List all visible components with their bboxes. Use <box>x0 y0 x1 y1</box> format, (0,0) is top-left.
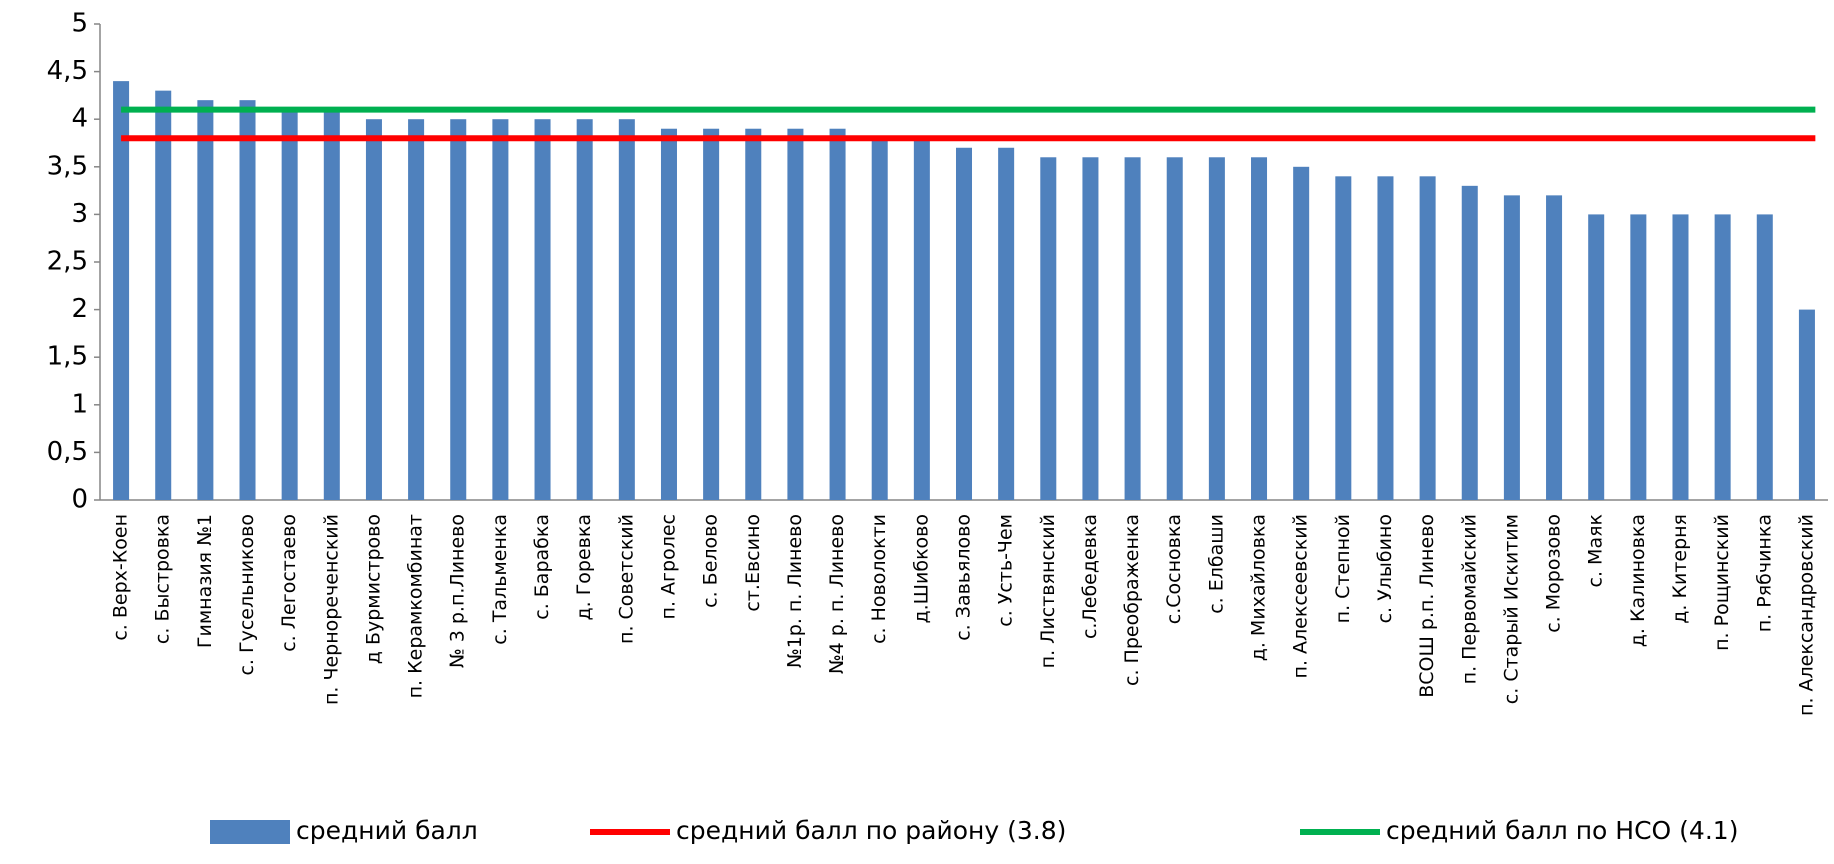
bar <box>1630 214 1647 500</box>
bar <box>829 128 846 500</box>
x-tick-label: № 3 р.п.Линево <box>447 514 469 668</box>
x-tick-label: д Бурмистрово <box>362 514 384 664</box>
x-tick-label: п. Чернореченский <box>320 514 342 705</box>
bar <box>323 109 340 501</box>
y-tick-label: 4 <box>71 104 88 134</box>
bar <box>1251 157 1268 500</box>
x-tick-label: д. Китерня <box>1669 514 1691 624</box>
bar <box>1208 157 1225 500</box>
x-tick-label: с. Белово <box>700 514 722 608</box>
y-tick-label: 2,5 <box>47 247 88 277</box>
y-tick-label: 0,5 <box>47 437 88 467</box>
bar <box>660 128 677 500</box>
y-tick-label: 1,5 <box>47 342 88 372</box>
bar <box>450 119 467 500</box>
bar <box>787 128 804 500</box>
bar <box>1419 176 1436 500</box>
bar <box>1798 309 1815 500</box>
bar <box>1124 157 1141 500</box>
x-tick-label: д.Шибково <box>910 514 932 623</box>
x-tick-label: с. Легостаево <box>278 514 300 652</box>
bar <box>955 147 973 500</box>
bar <box>1166 157 1183 500</box>
bar <box>113 81 130 501</box>
bar <box>408 119 425 500</box>
x-tick-label: д. Михайловка <box>1248 514 1270 661</box>
x-tick-label: с. Маяк <box>1585 514 1607 587</box>
bar <box>1082 157 1099 500</box>
bar <box>871 138 888 501</box>
x-tick-label: с. Верх-Коен <box>110 514 132 641</box>
x-tick-label: п. Агролес <box>657 514 679 619</box>
y-tick-label: 5 <box>71 9 88 39</box>
x-tick-label: с. Барабка <box>531 514 553 620</box>
bar <box>913 138 930 501</box>
x-tick-label: №1р. п. Линево <box>784 514 806 668</box>
bar <box>239 100 256 500</box>
x-tick-label: д. Горевка <box>573 514 595 621</box>
bar <box>1714 214 1731 500</box>
x-tick-label: с. Гусельниково <box>236 514 258 676</box>
y-tick-label: 0 <box>71 485 88 515</box>
bar <box>745 128 762 500</box>
bar <box>1040 157 1057 500</box>
bar <box>998 147 1015 500</box>
bar <box>576 119 593 500</box>
x-tick-label: п. Советский <box>615 514 637 644</box>
x-tick-label: п. Первомайский <box>1458 514 1480 684</box>
x-tick-label: с.Сосновка <box>1163 514 1185 624</box>
bar <box>1672 214 1689 500</box>
legend-label: средний балл <box>296 816 478 845</box>
bar <box>1546 195 1563 501</box>
bar <box>1461 185 1478 500</box>
x-tick-label: с. Морозово <box>1543 514 1565 633</box>
bar <box>1588 214 1605 500</box>
x-tick-label: с.Лебедевка <box>1079 514 1101 639</box>
x-tick-label: с. Новолокти <box>868 514 890 644</box>
bar <box>155 90 172 500</box>
legend-label: средний балл по району (3.8) <box>676 816 1066 845</box>
bar <box>1293 166 1310 501</box>
y-tick-label: 1 <box>71 389 88 419</box>
x-tick-label: с. Улыбино <box>1374 514 1396 623</box>
x-tick-label: Гимназия №1 <box>194 514 216 648</box>
bar <box>1377 176 1394 500</box>
x-tick-label: ст.Евсино <box>742 514 764 612</box>
bar <box>281 109 298 501</box>
x-tick-label: п. Рощинский <box>1711 514 1733 651</box>
bar <box>618 119 635 500</box>
y-tick-label: 3,5 <box>47 151 88 181</box>
x-tick-label: п. Рябчинка <box>1753 514 1775 632</box>
x-tick-label: ВСОШ р.п. Линево <box>1416 514 1438 698</box>
y-tick-label: 2 <box>71 294 88 324</box>
x-tick-label: с. Тальменка <box>489 514 511 645</box>
x-tick-label: п. Листвянский <box>1037 514 1059 668</box>
x-tick-label: п. Степной <box>1332 514 1354 623</box>
x-tick-label: п. Керамкомбинат <box>405 514 427 698</box>
bar <box>703 128 720 500</box>
legend-label: средний балл по НСО (4.1) <box>1386 816 1738 845</box>
bar <box>492 119 509 500</box>
bar <box>1756 214 1773 500</box>
x-tick-label: №4 р. п. Линево <box>826 514 848 674</box>
bar <box>1335 176 1352 500</box>
x-tick-label: д. Калиновка <box>1627 514 1649 647</box>
y-tick-label: 4,5 <box>47 56 88 86</box>
x-tick-label: с. Старый Искитим <box>1500 514 1522 704</box>
bar <box>1503 195 1520 501</box>
y-tick-label: 3 <box>71 199 88 229</box>
x-tick-label: п. Александровский <box>1795 514 1817 716</box>
x-tick-label: с. Быстровка <box>152 514 174 644</box>
bar <box>365 119 382 500</box>
x-tick-label: с. Елбаши <box>1205 514 1227 614</box>
x-tick-label: с. Завьялово <box>953 514 975 641</box>
x-tick-label: с. Преображенка <box>1121 514 1143 686</box>
x-tick-label: с. Усть-Чем <box>995 514 1017 627</box>
x-tick-label: п. Алексеевский <box>1290 514 1312 678</box>
bar <box>534 119 551 500</box>
legend-swatch <box>210 820 290 844</box>
bar <box>197 100 214 500</box>
